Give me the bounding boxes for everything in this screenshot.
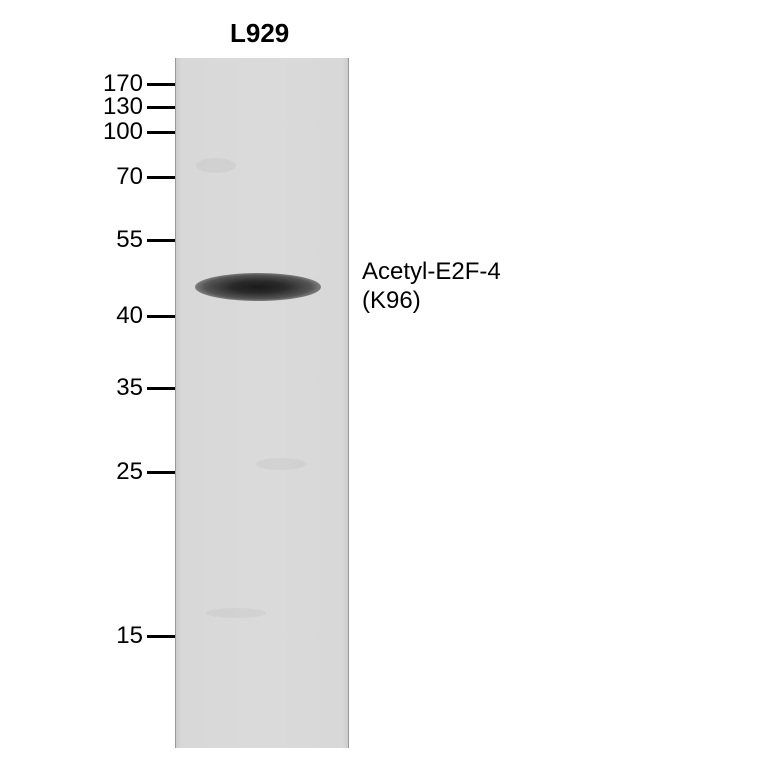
mw-marker-130: 130 bbox=[45, 93, 175, 121]
mw-value: 25 bbox=[116, 458, 143, 486]
mw-dash bbox=[147, 83, 175, 86]
mw-dash bbox=[147, 176, 175, 179]
mw-marker-40: 40 bbox=[45, 302, 175, 330]
mw-marker-15: 15 bbox=[45, 622, 175, 650]
lane-noise bbox=[196, 158, 236, 173]
mw-dash bbox=[147, 131, 175, 134]
mw-value: 40 bbox=[116, 302, 143, 330]
target-label-line2: (K96) bbox=[362, 287, 421, 314]
mw-value: 15 bbox=[116, 622, 143, 650]
mw-dash bbox=[147, 471, 175, 474]
protein-band bbox=[195, 273, 321, 301]
mw-marker-55: 55 bbox=[45, 226, 175, 254]
mw-dash bbox=[147, 106, 175, 109]
mw-marker-35: 35 bbox=[45, 374, 175, 402]
lane-noise bbox=[206, 608, 266, 618]
mw-dash bbox=[147, 387, 175, 390]
mw-value: 70 bbox=[116, 163, 143, 191]
target-protein-label: Acetyl-E2F-4 (K96) bbox=[362, 258, 501, 316]
target-label-line1: Acetyl-E2F-4 bbox=[362, 258, 501, 285]
mw-dash bbox=[147, 315, 175, 318]
mw-value: 35 bbox=[116, 374, 143, 402]
mw-marker-70: 70 bbox=[45, 163, 175, 191]
mw-value: 55 bbox=[116, 226, 143, 254]
mw-marker-100: 100 bbox=[45, 118, 175, 146]
western-blot-container: L929 170130100705540352515 Acetyl-E2F-4 … bbox=[0, 0, 764, 764]
mw-dash bbox=[147, 635, 175, 638]
lane-noise bbox=[256, 458, 306, 470]
mw-value: 130 bbox=[103, 93, 143, 121]
sample-label: L929 bbox=[230, 18, 289, 49]
blot-lane bbox=[175, 58, 349, 748]
mw-marker-25: 25 bbox=[45, 458, 175, 486]
mw-dash bbox=[147, 239, 175, 242]
mw-value: 100 bbox=[103, 118, 143, 146]
